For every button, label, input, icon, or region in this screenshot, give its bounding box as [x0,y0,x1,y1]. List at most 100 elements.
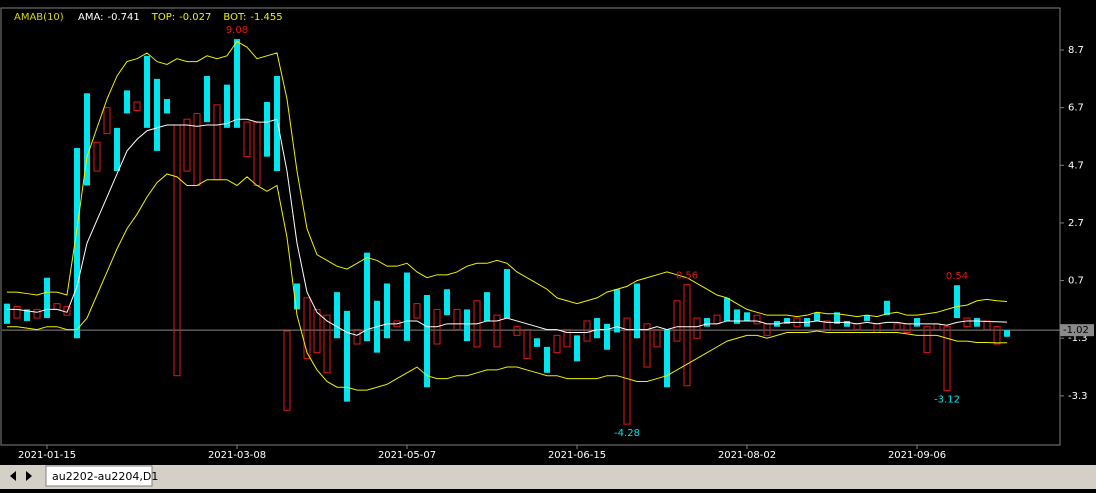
candle [504,269,510,319]
candle [353,329,361,345]
indicator-line [7,118,1008,336]
candle [884,300,890,316]
legend-value: -0.741 [108,12,140,23]
extreme-label: -4.28 [614,428,640,439]
candle [704,318,710,327]
candle [943,326,951,392]
candle [834,312,840,324]
candle [484,292,490,321]
candle [183,118,191,172]
legend-name: AMA: [78,12,104,23]
candle [563,329,571,348]
candle [424,295,430,388]
candle [653,329,661,348]
y-tick-label: 0.7 [1068,276,1084,287]
candle [44,277,50,319]
y-tick-label: 4.7 [1068,160,1084,171]
indicator-line [7,40,1008,318]
chart-title: AMAB(10) [14,12,64,23]
extreme-label: 0.56 [676,271,698,282]
candle [164,99,170,114]
candle [983,320,991,331]
candle [673,300,681,342]
y-tick-label: 6.7 [1068,103,1084,114]
candle [604,323,610,350]
y-tick-label: 2.7 [1068,218,1084,229]
candle [264,101,270,157]
legend-value: -0.027 [179,12,211,23]
x-tick-label: 2021-08-02 [718,450,776,461]
legend-name: BOT: [223,12,246,23]
tab-label[interactable]: au2202-au2204,D1 [52,470,158,483]
candle [313,308,321,354]
candle [103,107,111,135]
candle [974,318,980,327]
candle [784,318,790,324]
candle [144,55,150,128]
candle [204,75,210,123]
candle [154,78,160,151]
candle [544,346,550,373]
candle [594,318,600,339]
x-tick-label: 2021-06-15 [548,450,606,461]
candle [384,283,390,339]
extreme-label: 9.08 [226,25,248,36]
candle [283,330,291,411]
candle [923,326,931,354]
candle [724,297,730,321]
candle [294,283,300,310]
candle [814,312,820,321]
candle [334,292,340,339]
candle [534,338,540,347]
candle [303,297,311,359]
y-tick-label: -1.3 [1068,333,1088,344]
indicator-line [7,173,1008,391]
candle [693,317,701,339]
candle [344,310,350,402]
candle [234,39,240,128]
candle [683,284,691,387]
candle [114,127,120,172]
candle [413,303,421,319]
extreme-label: 0.54 [946,271,968,282]
candle [364,252,370,342]
tab[interactable] [45,465,153,487]
candle [574,335,580,362]
tab-bar [0,465,1096,489]
extreme-label: -3.12 [934,395,960,406]
candle [4,303,10,324]
legend-value: -1.455 [250,12,282,23]
candle [63,306,71,316]
candle [583,320,591,342]
candle [274,75,280,172]
legend-name: TOP: [151,12,175,23]
candle [453,308,461,331]
candle [224,84,230,128]
candle [914,318,920,327]
candle [24,309,30,321]
candle [893,323,901,331]
candle [124,90,130,114]
candle [614,289,620,333]
current-box [1060,324,1094,337]
y-tick-label: 8.7 [1068,45,1084,56]
candle [464,309,470,342]
candle [634,283,640,339]
candle [133,101,141,112]
candle [93,141,101,172]
x-tick-label: 2021-05-07 [378,450,436,461]
y-tick-label: -3.3 [1068,391,1088,402]
candle [823,320,831,331]
x-tick-label: 2021-01-15 [18,450,76,461]
candle [523,329,531,359]
candle [84,93,90,186]
candle [954,285,960,319]
scroll-right[interactable] [26,471,32,481]
candle [444,289,450,316]
candle [493,314,501,348]
candle [643,323,651,368]
candle [993,326,1001,345]
candle [623,317,631,425]
scroll-left[interactable] [10,471,16,481]
